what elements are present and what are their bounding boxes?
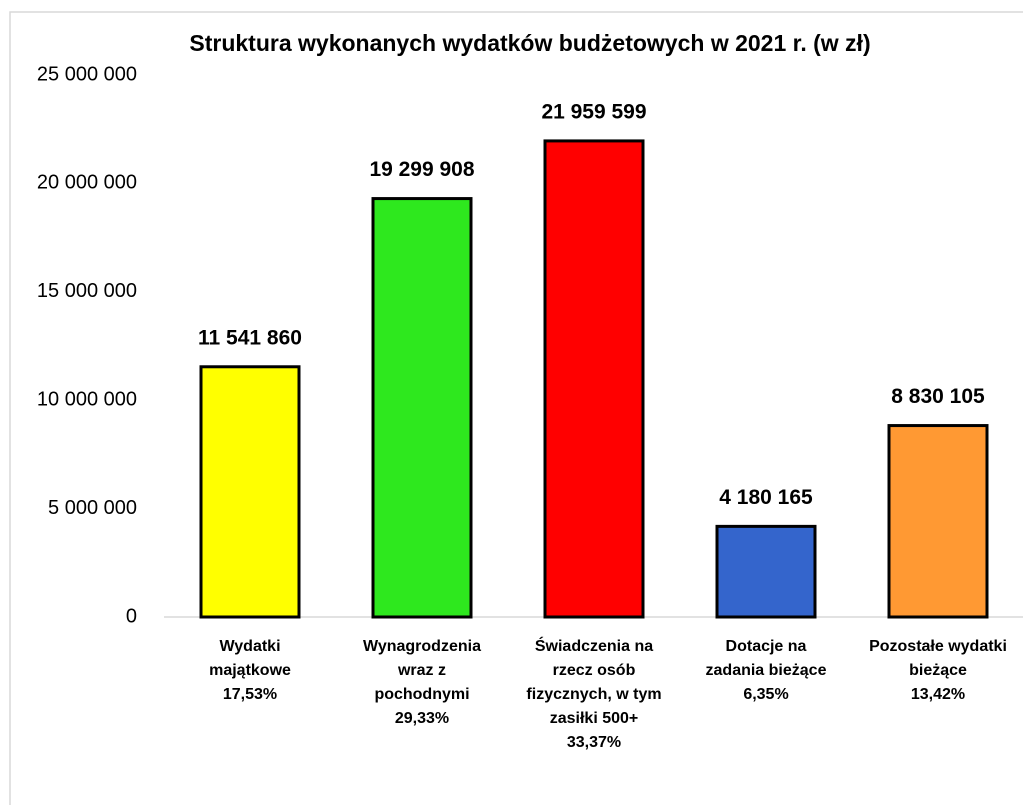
x-tick-label: majątkowe (209, 662, 291, 679)
x-tick-label: rzecz osób (553, 662, 636, 679)
y-tick-label: 20 000 000 (37, 172, 137, 194)
value-label: 19 299 908 (369, 158, 474, 181)
y-tick-label: 15 000 000 (37, 280, 137, 302)
x-tick-label: Wydatki (219, 638, 280, 655)
y-tick-label: 0 (126, 605, 137, 627)
bar (371, 197, 473, 619)
y-tick-label: 5 000 000 (48, 497, 137, 519)
x-tick-label: zasiłki 500+ (550, 710, 639, 727)
value-label: 4 180 165 (719, 486, 813, 509)
value-label: 11 541 860 (198, 326, 302, 349)
x-tick-label: 17,53% (223, 686, 277, 703)
chart-title: Struktura wykonanych wydatków budżetowyc… (189, 30, 870, 56)
bar (199, 365, 301, 619)
x-tick-label: Świadczenia na (535, 636, 653, 655)
x-tick-label: zadania bieżące (706, 662, 827, 679)
x-tick-label: 6,35% (743, 686, 788, 703)
x-tick-label: fizycznych, w tym (526, 686, 661, 703)
y-tick-label: 25 000 000 (37, 63, 137, 85)
x-tick-label: 33,37% (567, 734, 621, 751)
x-tick-label: Pozostałe wydatki (869, 638, 1007, 655)
x-tick-label: Wynagrodzenia (363, 638, 481, 655)
bar (543, 139, 645, 619)
y-tick-label: 10 000 000 (37, 388, 137, 410)
value-label: 21 959 599 (541, 100, 646, 123)
bar (887, 424, 989, 619)
x-tick-label: bieżące (909, 662, 967, 679)
x-tick-label: wraz z (397, 662, 446, 679)
x-tick-label: 29,33% (395, 710, 449, 727)
chart-frame (9, 11, 1023, 810)
x-tick-label: Dotacje na (726, 638, 807, 655)
x-tick-label: 13,42% (911, 686, 965, 703)
bar (715, 524, 817, 619)
x-tick-label: pochodnymi (374, 686, 469, 703)
value-label: 8 830 105 (891, 385, 985, 408)
